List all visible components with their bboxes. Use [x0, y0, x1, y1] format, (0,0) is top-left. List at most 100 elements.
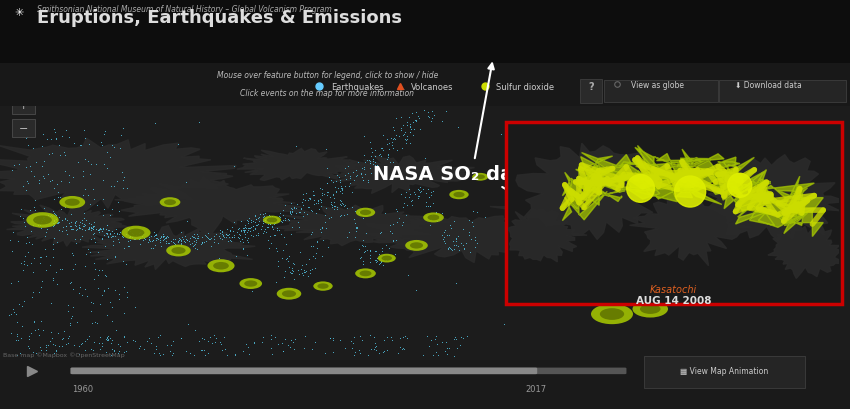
Point	[269, 232, 282, 238]
Point	[265, 224, 279, 231]
Point	[116, 169, 129, 176]
Point	[159, 240, 173, 247]
Point	[208, 339, 222, 345]
Point	[257, 230, 270, 237]
Point	[242, 225, 256, 231]
Point	[49, 270, 63, 276]
Point	[178, 348, 192, 355]
Point	[386, 237, 400, 243]
Point	[175, 234, 189, 241]
Point	[54, 178, 68, 185]
Point	[296, 199, 309, 205]
Point	[31, 222, 45, 229]
Point	[405, 111, 419, 117]
Point	[457, 246, 471, 252]
Circle shape	[428, 215, 439, 221]
Point	[122, 225, 136, 231]
Point	[104, 299, 117, 305]
Point	[264, 233, 277, 240]
Point	[275, 219, 289, 225]
Point	[246, 227, 259, 234]
Point	[83, 171, 97, 178]
Point	[403, 195, 416, 201]
Point	[96, 178, 110, 184]
Point	[329, 189, 343, 196]
Point	[325, 214, 338, 221]
Point	[22, 335, 36, 342]
Point	[446, 238, 460, 245]
Point	[39, 347, 53, 353]
Point	[236, 239, 250, 245]
Point	[219, 235, 233, 241]
Point	[281, 342, 295, 348]
Point	[98, 207, 111, 213]
Point	[319, 212, 332, 218]
Text: Earthquakes: Earthquakes	[331, 83, 383, 92]
Text: ⬇ Download data: ⬇ Download data	[735, 81, 802, 89]
Point	[63, 322, 76, 329]
Circle shape	[356, 208, 375, 218]
Point	[340, 206, 354, 212]
Point	[28, 217, 42, 223]
Point	[443, 245, 456, 251]
Point	[297, 209, 310, 216]
Point	[82, 226, 96, 232]
Point	[429, 209, 443, 216]
Point	[91, 227, 105, 234]
Point	[382, 245, 396, 252]
Point	[397, 346, 411, 353]
Point	[47, 341, 60, 348]
Point	[174, 237, 188, 243]
Point	[405, 202, 419, 209]
Point	[319, 225, 332, 232]
Point	[265, 351, 279, 357]
Point	[306, 253, 320, 259]
Point	[468, 244, 482, 251]
Point	[154, 239, 167, 245]
Point	[342, 229, 355, 236]
Point	[126, 231, 139, 238]
Point	[95, 143, 109, 149]
Point	[187, 243, 201, 249]
Point	[422, 114, 435, 120]
Point	[450, 238, 463, 245]
Point	[377, 337, 391, 343]
Point	[94, 226, 108, 233]
Point	[450, 281, 463, 287]
Point	[419, 190, 433, 197]
Point	[363, 161, 377, 167]
Text: 2017: 2017	[525, 384, 546, 393]
Point	[299, 261, 313, 267]
Point	[7, 229, 20, 236]
Point	[387, 127, 400, 134]
Point	[368, 147, 382, 154]
Point	[75, 340, 88, 346]
Point	[154, 234, 167, 241]
Point	[195, 241, 208, 248]
Point	[98, 288, 111, 295]
Point	[59, 223, 72, 229]
Point	[292, 267, 305, 274]
Point	[257, 214, 270, 220]
Point	[278, 335, 292, 342]
Point	[296, 262, 309, 269]
Point	[337, 203, 351, 209]
Point	[296, 270, 309, 277]
Text: Click events on the map for more information: Click events on the map for more informa…	[241, 89, 414, 98]
Point	[411, 187, 425, 193]
Point	[232, 235, 246, 241]
Point	[359, 171, 372, 178]
Point	[357, 166, 371, 173]
Point	[451, 243, 465, 249]
Point	[429, 349, 443, 356]
Point	[99, 230, 112, 236]
Point	[320, 189, 334, 196]
Point	[23, 207, 37, 214]
Point	[67, 342, 81, 349]
Point	[403, 129, 416, 136]
Point	[351, 159, 365, 166]
Point	[326, 202, 339, 209]
Point	[258, 213, 271, 220]
Point	[370, 259, 383, 266]
Point	[146, 237, 160, 244]
